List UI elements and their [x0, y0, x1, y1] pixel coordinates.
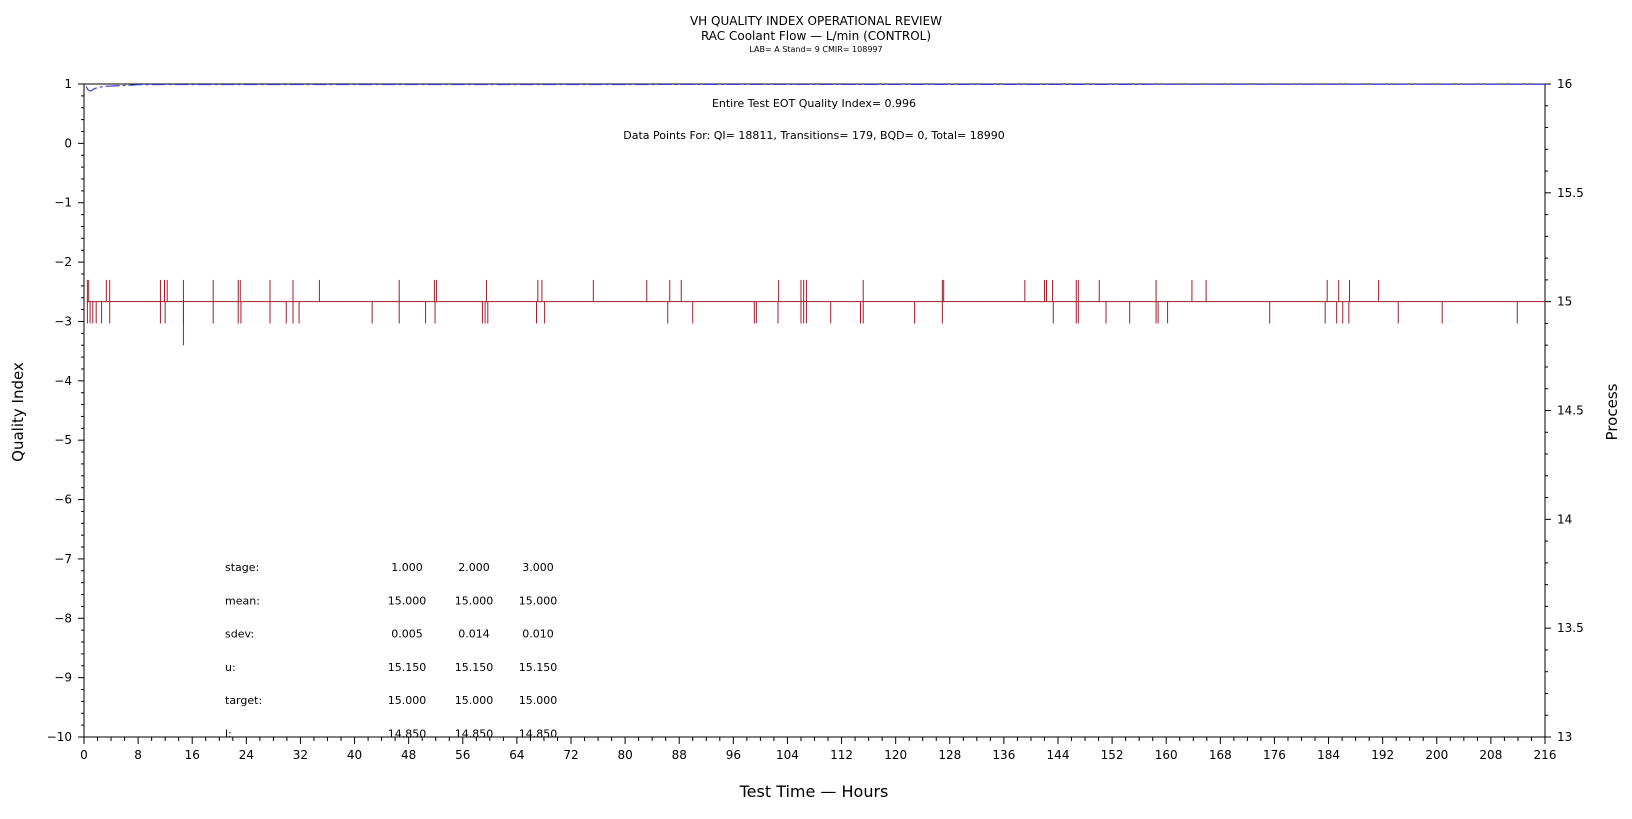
eot-annotation: Entire Test EOT Quality Index= 0.996	[712, 97, 916, 110]
stats-row-label: sdev:	[225, 628, 254, 641]
stats-cell: 0.010	[522, 628, 554, 641]
x-tick-label: 16	[185, 748, 200, 762]
x-tick-label: 32	[293, 748, 308, 762]
x-axis: 0 8 16 24 32 40 48 56 64 72 80 88 96 104 112 120 128 136 1…	[80, 737, 1556, 762]
y-axis-right: 16 15.5 15 14.5 14 13.5 13	[1545, 77, 1584, 744]
stats-cell: 15.000	[388, 694, 427, 707]
y-tick-label: −4	[54, 374, 72, 388]
y-tick-label: −1	[54, 196, 72, 210]
stats-row-label: l:	[225, 728, 232, 741]
x-tick-label: 56	[455, 748, 470, 762]
x-tick-label: 168	[1209, 748, 1232, 762]
data-points-annotation: Data Points For: QI= 18811, Transitions=…	[623, 129, 1005, 142]
y-tick-label: −2	[54, 255, 72, 269]
x-tick-label: 112	[830, 748, 853, 762]
x-tick-label: 64	[509, 748, 524, 762]
stats-row-label: u:	[225, 661, 236, 674]
x-tick-label: 0	[80, 748, 88, 762]
stats-cell: 0.005	[391, 628, 423, 641]
x-tick-label: 152	[1101, 748, 1124, 762]
y2-tick-label: 14	[1557, 512, 1572, 526]
stats-cell: 14.850	[519, 728, 558, 741]
stats-cell: 15.000	[455, 594, 494, 607]
stats-row-label: mean:	[225, 594, 260, 607]
stats-row-label: target:	[225, 694, 262, 707]
x-tick-label: 104	[776, 748, 799, 762]
x-tick-label: 216	[1534, 748, 1557, 762]
y2-tick-label: 15.5	[1557, 186, 1584, 200]
stats-cell: 14.850	[388, 728, 427, 741]
y-axis-label: Quality Index	[9, 362, 27, 462]
y2-tick-label: 14.5	[1557, 404, 1584, 418]
y2-tick-label: 13.5	[1557, 621, 1584, 635]
x-tick-label: 120	[884, 748, 907, 762]
x-tick-label: 192	[1371, 748, 1394, 762]
x-tick-label: 48	[401, 748, 416, 762]
stats-cell: 1.000	[391, 561, 423, 574]
y2-tick-label: 16	[1557, 77, 1572, 91]
stats-cell: 15.000	[388, 594, 427, 607]
x-tick-label: 88	[672, 748, 687, 762]
chart-title: VH QUALITY INDEX OPERATIONAL REVIEW	[690, 14, 942, 28]
y-tick-label: −5	[54, 433, 72, 447]
x-tick-label: 8	[134, 748, 142, 762]
y-tick-label: −10	[47, 730, 72, 744]
plot-frame	[83, 83, 1546, 738]
x-tick-label: 200	[1425, 748, 1448, 762]
quality-index-series	[85, 83, 1546, 92]
x-tick-label: 72	[563, 748, 578, 762]
y-tick-label: −3	[54, 314, 72, 328]
y-tick-label: −6	[54, 493, 72, 507]
stats-cell: 2.000	[458, 561, 490, 574]
chart-subtitle: RAC Coolant Flow — L/min (CONTROL)	[701, 29, 931, 43]
y-tick-label: 0	[64, 136, 72, 150]
stats-cell: 15.150	[388, 661, 427, 674]
y-tick-label: −8	[54, 611, 72, 625]
stats-cell: 15.150	[519, 661, 558, 674]
x-axis-label: Test Time — Hours	[739, 782, 889, 801]
stats-cell: 15.150	[455, 661, 494, 674]
stats-cell: 15.000	[455, 694, 494, 707]
x-tick-label: 176	[1263, 748, 1286, 762]
x-tick-label: 24	[239, 748, 254, 762]
stats-cell: 3.000	[522, 561, 554, 574]
x-tick-label: 96	[726, 748, 741, 762]
stats-table: stage: 1.000 2.000 3.000 mean: 15.000 15.000 15…	[225, 561, 557, 741]
x-tick-label: 184	[1317, 748, 1340, 762]
y-tick-label: 1	[64, 77, 72, 91]
y-axis-left: 1 0 −1 −2 −3 −4 −5 −6 −7 −8 −9 −10	[47, 77, 84, 744]
stats-cell: 0.014	[458, 628, 490, 641]
stats-cell: 14.850	[455, 728, 494, 741]
x-tick-label: 160	[1155, 748, 1178, 762]
x-tick-label: 208	[1479, 748, 1502, 762]
quality-index-line	[85, 83, 1546, 92]
stats-cell: 15.000	[519, 694, 558, 707]
process-series	[86, 279, 1545, 346]
y2-tick-label: 15	[1557, 295, 1572, 309]
chart-subtitle-small: LAB= A Stand= 9 CMIR= 108997	[749, 45, 882, 54]
stats-cell: 15.000	[519, 594, 558, 607]
x-tick-label: 136	[992, 748, 1015, 762]
x-tick-label: 128	[938, 748, 961, 762]
y2-tick-label: 13	[1557, 730, 1572, 744]
x-tick-label: 40	[347, 748, 362, 762]
y-tick-label: −9	[54, 671, 72, 685]
x-tick-label: 144	[1047, 748, 1070, 762]
x-tick-label: 80	[617, 748, 632, 762]
y-tick-label: −7	[54, 552, 72, 566]
y2-axis-label: Process	[1603, 383, 1621, 440]
stats-row-label: stage:	[225, 561, 259, 574]
